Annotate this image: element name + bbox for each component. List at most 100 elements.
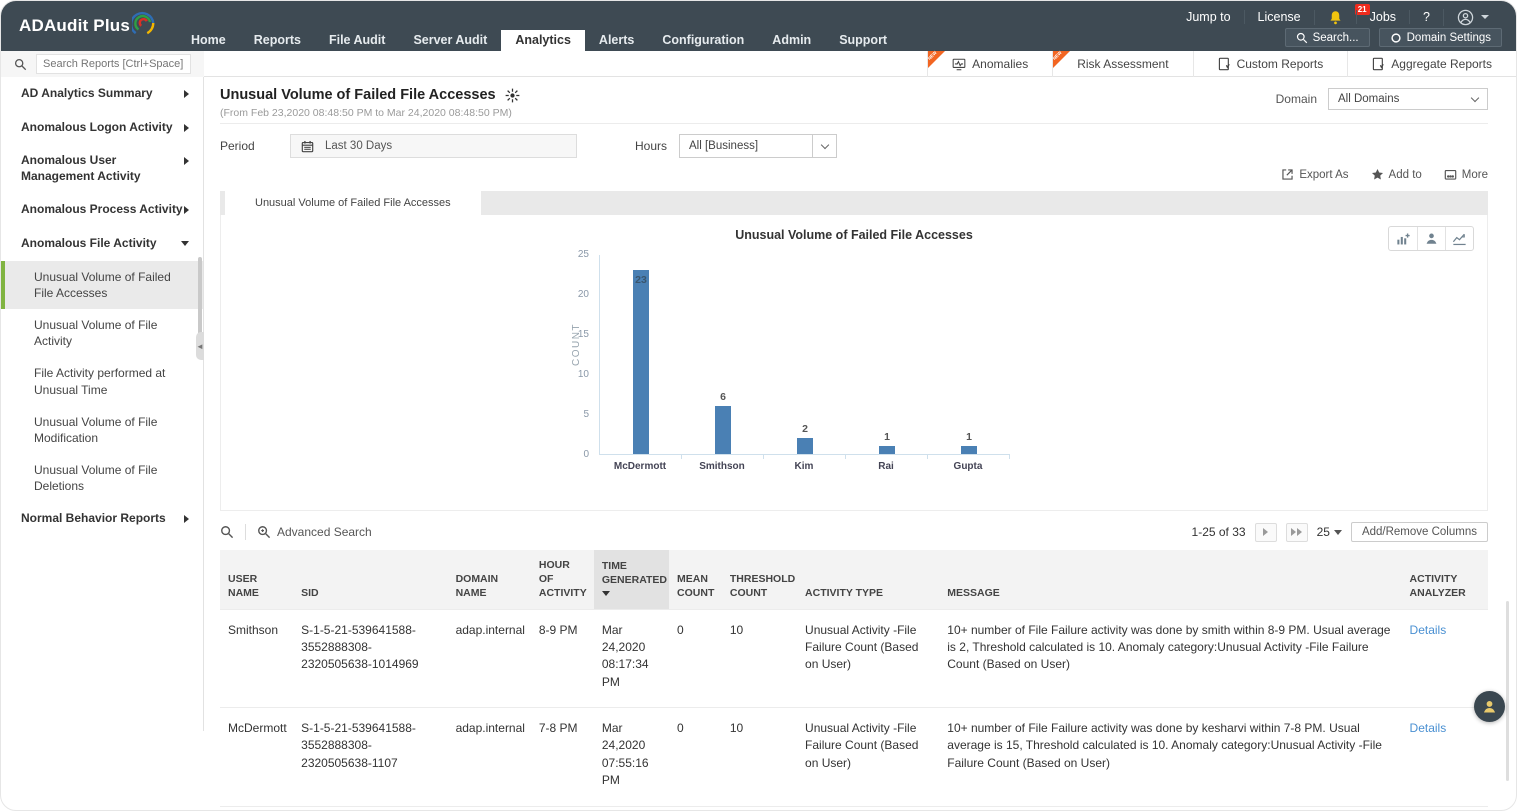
col-user-name[interactable]: USER NAME: [220, 550, 294, 610]
export-as-button[interactable]: Export As: [1281, 168, 1349, 181]
nav-tab-configuration[interactable]: Configuration: [662, 33, 745, 47]
anomalies-button[interactable]: NEW Anomalies: [927, 50, 1052, 77]
jump-to-link[interactable]: Jump to: [1186, 10, 1231, 24]
hours-select[interactable]: All [Business]: [679, 134, 838, 158]
col-time-generated-label: TIME GENERATED: [601, 560, 668, 587]
sidebar-item-anomalous-logon-activity[interactable]: Anomalous Logon Activity: [1, 111, 203, 145]
sidebar-item-unusual-volume-file-activity[interactable]: Unusual Volume of File Activity: [1, 309, 203, 357]
nav-tab-analytics[interactable]: Analytics: [501, 30, 585, 51]
chart-tool-add-chart[interactable]: [1389, 227, 1417, 250]
cell-threshold-count: 10: [721, 707, 798, 807]
domain-select[interactable]: All Domains: [1328, 88, 1488, 110]
global-search-button[interactable]: Search...: [1284, 28, 1370, 47]
cell-time-generated: Mar 24,2020 07:55:16 PM: [593, 707, 670, 807]
report-tab-active[interactable]: Unusual Volume of Failed File Accesses: [225, 191, 481, 215]
cell-domain-name: adap.internal: [447, 707, 531, 807]
nav-tab-reports[interactable]: Reports: [253, 33, 301, 47]
x-axis-label: McDermott: [613, 461, 667, 472]
schedule-report-sun-icon[interactable]: [505, 88, 520, 103]
bar-McDermott[interactable]: 23: [600, 254, 682, 459]
col-message[interactable]: MESSAGE: [939, 550, 1402, 610]
jobs-link[interactable]: Jobs: [1355, 10, 1409, 24]
hours-select-value: All [Business]: [689, 140, 759, 152]
nav-tab-home[interactable]: Home: [191, 33, 226, 47]
details-link[interactable]: Details: [1409, 622, 1447, 637]
sidebar-item-ad-analytics-summary[interactable]: AD Analytics Summary: [1, 77, 203, 111]
bar-Kim[interactable]: 2: [764, 254, 846, 459]
sidebar-item-unusual-volume-failed-file-accesses[interactable]: Unusual Volume of Failed File Accesses: [1, 260, 203, 310]
sidebar-item-unusual-volume-file-deletions[interactable]: Unusual Volume of File Deletions: [1, 454, 203, 502]
details-link[interactable]: Details: [1409, 721, 1447, 736]
new-ribbon: [928, 51, 946, 68]
risk-assessment-button[interactable]: NEW Risk Assessment: [1052, 50, 1192, 77]
search-icon[interactable]: [220, 525, 234, 539]
cell-message: 10+ number of File Failure activity was …: [939, 608, 1402, 708]
notification-badge: 21: [1354, 3, 1370, 16]
cell-threshold-count: 10: [721, 608, 798, 708]
nav-tab-file-audit[interactable]: File Audit: [328, 33, 386, 47]
table-row: Smithson S-1-5-21-539641588-3552888308-2…: [220, 608, 1488, 708]
last-page-button[interactable]: [1285, 522, 1308, 542]
sidebar-item-unusual-volume-file-modification[interactable]: Unusual Volume of File Modification: [1, 406, 203, 454]
sidebar-item-file-activity-unusual-time[interactable]: File Activity performed at Unusual Time: [1, 357, 203, 405]
col-mean-count[interactable]: MEAN COUNT: [669, 550, 722, 610]
col-domain-name[interactable]: DOMAIN NAME: [447, 550, 531, 610]
license-link[interactable]: License: [1243, 10, 1314, 24]
domain-settings-button[interactable]: Domain Settings: [1378, 28, 1502, 47]
more-button[interactable]: More: [1444, 168, 1488, 181]
bar-Gupta[interactable]: 1: [928, 254, 1010, 459]
bar-chart-plus-icon: [1396, 233, 1410, 244]
cell-time-generated: Mar 24,2020 08:17:34 PM: [593, 608, 670, 708]
col-time-generated[interactable]: TIME GENERATED: [593, 550, 670, 610]
help-link[interactable]: ?: [1409, 10, 1443, 24]
period-input[interactable]: [323, 139, 553, 153]
sidebar-item-anomalous-user-management-activity[interactable]: Anomalous User Management Activity: [1, 144, 203, 193]
nav-tab-support[interactable]: Support: [839, 33, 888, 47]
advanced-search-icon: [258, 526, 271, 539]
search-icon: [14, 58, 27, 70]
next-page-button[interactable]: [1254, 522, 1277, 542]
add-remove-columns-button[interactable]: Add/Remove Columns: [1350, 522, 1488, 542]
add-to-button[interactable]: Add to: [1371, 168, 1422, 181]
sidebar-item-normal-behavior-reports[interactable]: Normal Behavior Reports: [1, 502, 203, 536]
chart-tool-user-view[interactable]: [1417, 227, 1445, 250]
aggregate-reports-icon: [1373, 57, 1385, 71]
col-sid[interactable]: SID: [293, 550, 448, 610]
period-picker[interactable]: [290, 134, 577, 158]
table-scrollbar[interactable]: [1506, 601, 1509, 781]
support-chat-button[interactable]: [1474, 691, 1505, 722]
sidebar-item-anomalous-process-activity[interactable]: Anomalous Process Activity: [1, 193, 203, 227]
chevron-down-icon: [181, 240, 189, 246]
sidebar-scrollbar[interactable]: [198, 257, 202, 337]
last-arrow-icon: [1297, 528, 1303, 536]
col-hour-of-activity[interactable]: HOUR OF ACTIVITY: [530, 550, 594, 610]
app-logo[interactable]: ADAudit Plus: [1, 1, 173, 51]
aggregate-reports-button[interactable]: Aggregate Reports: [1347, 51, 1516, 77]
report-search-input[interactable]: [36, 54, 191, 74]
nav-tab-admin[interactable]: Admin: [772, 33, 812, 47]
custom-reports-button[interactable]: Custom Reports: [1192, 51, 1348, 77]
sidebar-subitem-label: File Activity performed at Unusual Time: [34, 366, 166, 397]
more-icon: [1444, 170, 1457, 180]
nav-tab-server-audit[interactable]: Server Audit: [413, 33, 488, 47]
bar-Smithson[interactable]: 6: [682, 254, 764, 459]
notifications-button[interactable]: 21: [1313, 3, 1370, 25]
sidebar-item-anomalous-file-activity[interactable]: Anomalous File Activity: [1, 227, 203, 261]
sidebar-item-label: Anomalous Logon Activity: [21, 119, 173, 134]
new-ribbon: [1053, 51, 1071, 68]
advanced-search-button[interactable]: Advanced Search: [277, 525, 372, 539]
nav-tab-alerts[interactable]: Alerts: [598, 33, 635, 47]
page-size-select[interactable]: 25: [1317, 525, 1342, 539]
sidebar-subitem-label: Unusual Volume of File Modification: [34, 414, 158, 445]
chart-tool-refresh-trend[interactable]: [1445, 227, 1473, 250]
logo-swoosh-icon: [132, 11, 155, 35]
bar-value-label: 23: [635, 274, 647, 286]
col-activity-analyzer[interactable]: ACTIVITY ANALYZER: [1401, 550, 1488, 610]
gear-icon: [1391, 32, 1401, 43]
sidebar-collapse-handle[interactable]: ◄: [196, 332, 204, 360]
bar-value-label: 6: [720, 391, 726, 403]
user-menu[interactable]: [1443, 8, 1502, 26]
col-threshold-count[interactable]: THRESHOLD COUNT: [721, 550, 798, 610]
col-activity-type[interactable]: ACTIVITY TYPE: [797, 550, 940, 610]
bar-Rai[interactable]: 1: [846, 254, 928, 459]
